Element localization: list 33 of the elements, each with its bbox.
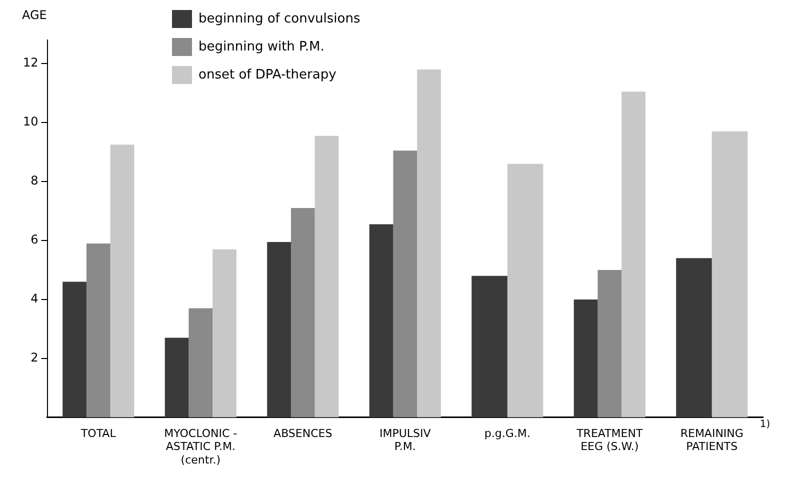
legend-label: beginning with P.M. <box>198 39 324 54</box>
y-axis-title: AGE <box>22 8 47 22</box>
bar <box>110 144 134 418</box>
bar <box>188 308 213 418</box>
bar <box>290 208 315 418</box>
bar <box>417 69 441 418</box>
bar <box>622 92 646 418</box>
bar <box>574 299 598 418</box>
bar <box>369 224 394 418</box>
x-tick-label: ABSENCES <box>274 426 332 440</box>
legend-label: beginning of convulsions <box>198 11 360 26</box>
x-tick-label: p.g.G.M. <box>484 426 530 440</box>
y-tick-label: 4 <box>30 292 38 306</box>
bar <box>62 282 86 418</box>
text: 1) <box>760 419 770 430</box>
y-tick-label: 8 <box>30 174 38 188</box>
bar <box>314 136 339 418</box>
y-tick-label: 6 <box>30 232 38 247</box>
bar <box>393 150 418 418</box>
y-tick-label: 12 <box>22 56 38 70</box>
x-tick-label: TREATMENT EEG (S.W.) <box>576 426 643 454</box>
bar <box>267 242 291 418</box>
legend-label: onset of DPA-therapy <box>198 67 337 82</box>
x-tick-label: IMPULSIV P.M. <box>379 426 432 454</box>
bar <box>86 243 110 418</box>
bar <box>598 270 622 418</box>
x-tick-label: MYOCLONIC - ASTATIC P.M. (centr.) <box>164 426 238 466</box>
bar <box>164 338 189 418</box>
x-tick-label: REMAINING PATIENTS <box>680 426 744 454</box>
y-tick-label: 2 <box>30 350 38 365</box>
bar <box>212 249 236 418</box>
x-tick-label: TOTAL <box>80 426 117 440</box>
y-tick-label: 10 <box>22 114 38 129</box>
